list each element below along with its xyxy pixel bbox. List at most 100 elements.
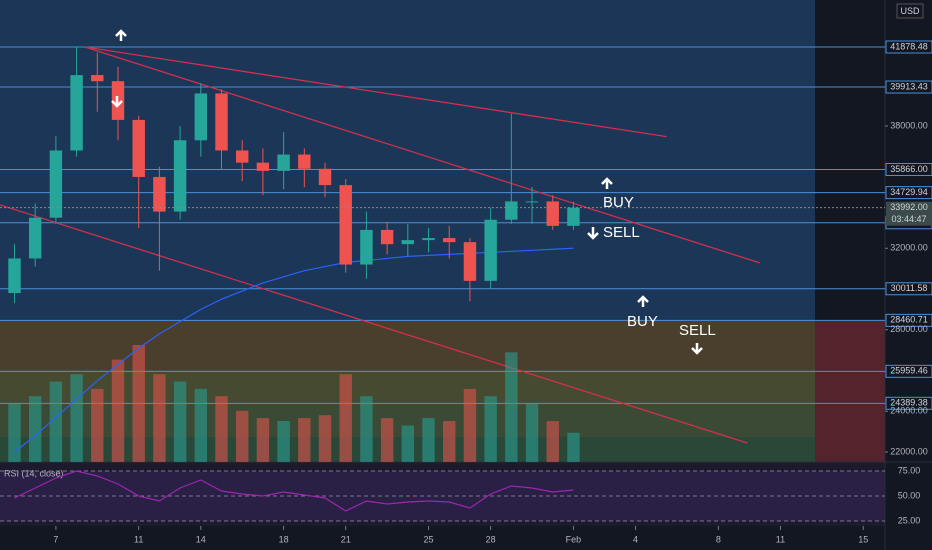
volume-bar <box>505 352 518 462</box>
volume-bar <box>256 418 270 462</box>
volume-bar <box>525 403 539 462</box>
candle-body <box>298 154 311 169</box>
candle-body <box>401 240 415 245</box>
y-tick-label: 38000.00 <box>890 120 928 130</box>
trendline <box>84 46 667 138</box>
candle-body <box>28 217 42 259</box>
annotation: SELL <box>679 322 716 339</box>
countdown: 03:44:47 <box>891 214 926 224</box>
x-tick-label: 18 <box>279 534 289 544</box>
x-tick-label: 15 <box>858 534 868 544</box>
candle-body <box>505 201 518 220</box>
arrow-down <box>587 227 599 240</box>
y-tick-label: 24000.00 <box>890 406 928 416</box>
volume-bar <box>360 396 373 462</box>
volume-bar <box>70 374 83 462</box>
annotation: BUY <box>627 313 658 330</box>
rsi-line <box>14 470 574 512</box>
volume-bar <box>111 359 125 462</box>
level-box <box>885 186 932 200</box>
volume-bar <box>173 381 187 462</box>
volume-bar <box>422 418 435 462</box>
currency: USD <box>900 6 920 16</box>
x-tick-label: 7 <box>53 534 58 544</box>
volume-bar <box>443 421 456 462</box>
candle-body <box>91 75 104 82</box>
currency-box <box>896 3 924 19</box>
candle-body <box>443 238 456 243</box>
rsi-label: RSI (14, close) <box>4 468 64 478</box>
y-tick-label: 32000.00 <box>890 243 928 253</box>
level-box <box>885 80 932 94</box>
volume-bar <box>567 432 580 462</box>
zone-red <box>815 320 885 462</box>
annotation: BUY <box>603 194 634 211</box>
rsi-tick-label: 25.00 <box>898 515 921 525</box>
candle-body <box>318 168 332 186</box>
level-label: 28460.71 <box>890 315 928 325</box>
x-tick-label: 25 <box>424 534 434 544</box>
x-tick-label: 14 <box>196 534 206 544</box>
volume-bar <box>318 415 332 462</box>
volume-bar <box>194 388 208 462</box>
volume-bar <box>463 388 477 462</box>
x-tick-label: 11 <box>134 534 143 544</box>
x-tick-label: 4 <box>633 534 638 544</box>
level-box <box>885 364 932 378</box>
candle-body <box>546 201 559 226</box>
level-label: 41878.48 <box>890 41 928 51</box>
level-box <box>885 396 932 410</box>
trendline <box>84 46 760 264</box>
volume-bar <box>546 421 559 462</box>
level-box <box>885 40 932 54</box>
arrows <box>111 29 703 355</box>
arrow-up <box>115 29 127 41</box>
volume-bar <box>380 418 394 462</box>
y-tick-label: 22000.00 <box>890 446 928 456</box>
level-box <box>885 313 932 327</box>
candle-body <box>256 162 270 171</box>
volume-bar <box>49 381 63 462</box>
candle-body <box>236 150 249 163</box>
candle-body <box>484 219 497 281</box>
trendline <box>0 204 748 444</box>
level-label: 30011.58 <box>891 283 928 293</box>
volume-bar <box>401 425 415 462</box>
arrow-up <box>601 177 613 189</box>
volume-bar <box>484 396 497 462</box>
level-box <box>885 282 932 296</box>
volume-bar <box>153 374 166 462</box>
x-tick-label: Feb <box>566 534 582 544</box>
volume-bar <box>277 421 290 462</box>
candle-body <box>8 258 21 294</box>
volume-bar <box>215 396 228 462</box>
candle-body <box>339 185 352 265</box>
y-tick-label: 28000.00 <box>890 324 928 334</box>
volume-bar <box>298 418 311 462</box>
arrow-up <box>637 295 649 307</box>
x-tick-label: 28 <box>486 534 496 544</box>
x-tick-label: 8 <box>716 534 721 544</box>
volume-bar <box>339 374 352 462</box>
candle-body <box>277 154 290 171</box>
level-label: 25959.46 <box>890 366 928 376</box>
candle-body <box>215 93 228 151</box>
level-label: 39913.43 <box>890 81 928 91</box>
candle-body <box>567 207 580 226</box>
rsi-tick-label: 75.00 <box>898 465 921 475</box>
candle-body <box>463 242 477 281</box>
level-box <box>885 162 932 176</box>
candle-body <box>132 119 145 177</box>
candle-body <box>153 176 166 212</box>
level-label: 35866.00 <box>890 164 928 174</box>
candle-body <box>525 201 539 203</box>
candle-body <box>194 93 208 141</box>
last-price-label: 33992.00 <box>890 202 928 212</box>
arrow-down <box>691 343 703 355</box>
volume-bar <box>8 403 21 462</box>
candle-body <box>360 229 373 265</box>
annotation: SELL <box>603 224 640 241</box>
candle-body <box>173 140 187 212</box>
